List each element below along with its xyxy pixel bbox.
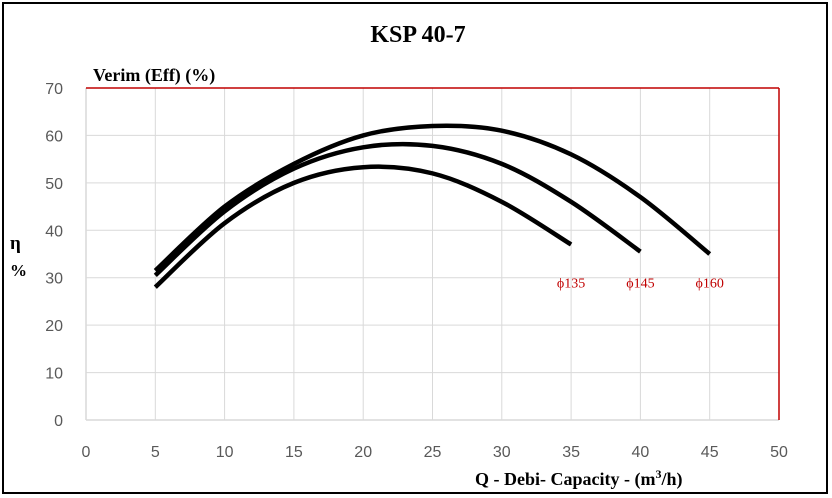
y-tick-label-70: 70 [45,81,63,98]
x-axis-label: Q - Debi- Capacity - (m3/h) [475,467,682,490]
x-axis-label-sup: 3 [655,467,661,481]
curve-layer: ϕ135 ϕ145 ϕ160 [153,123,724,291]
x-tick-label-30: 30 [493,444,511,461]
y-tick-label-20: 20 [45,318,63,335]
series-line-0 [153,164,573,289]
x-tick-label-20: 20 [354,444,372,461]
x-axis-label-main: Q - Debi- Capacity - (m [475,469,655,490]
y-tick-label-60: 60 [45,128,63,145]
y-tick-label-10: 10 [45,366,63,383]
plot-area-label: Verim (Eff) (%) [93,65,215,86]
y-axis-label-eta: η [10,233,21,254]
series-label-2: ϕ160 [696,276,724,291]
y-tick-label-30: 30 [45,271,63,288]
y-axis-label-percent: % [10,261,27,280]
x-tick-label-35: 35 [562,444,580,461]
x-tick-label-0: 0 [82,444,91,461]
x-tick-label-5: 5 [151,444,160,461]
x-tick-label-10: 10 [216,444,234,461]
series-label-0: ϕ135 [557,276,585,291]
y-tick-label-50: 50 [45,176,63,193]
series-label-1: ϕ145 [626,276,654,291]
x-tick-label-15: 15 [285,444,303,461]
x-tick-label-25: 25 [424,444,442,461]
y-tick-label-0: 0 [54,413,63,430]
series-line-1 [153,141,642,277]
series-line-2 [153,123,712,273]
x-tick-label-50: 50 [770,444,788,461]
chart-title: KSP 40-7 [370,22,465,48]
x-tick-label-40: 40 [632,444,650,461]
axis-layer: 0 5 10 15 20 25 30 35 40 45 50 0 10 20 30 40 50 60 70 [45,81,788,461]
y-tick-label-40: 40 [45,223,63,240]
x-tick-label-45: 45 [701,444,719,461]
x-axis-label-end: /h) [660,469,682,490]
